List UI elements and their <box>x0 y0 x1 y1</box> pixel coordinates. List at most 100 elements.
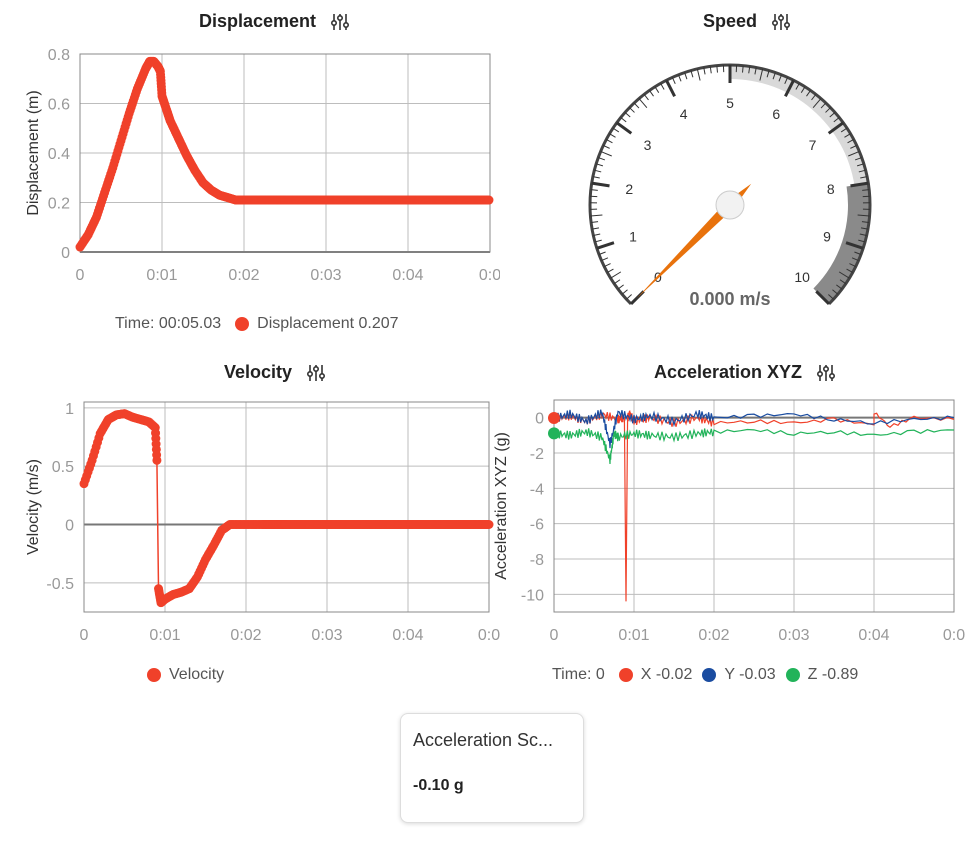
speed-tick <box>591 227 600 230</box>
displacement-title: Displacement <box>199 11 317 31</box>
speed-tick <box>812 98 822 108</box>
speed-tick <box>840 127 848 133</box>
speed-tick-label: 2 <box>625 181 633 197</box>
y-tick-label: 0.4 <box>48 146 70 163</box>
speed-tick <box>836 284 843 290</box>
speed-tick <box>601 257 609 262</box>
speed-tick <box>617 284 624 290</box>
speed-tick-label: 10 <box>794 269 810 285</box>
speed-tick <box>591 221 599 224</box>
velocity-settings-icon[interactable] <box>306 363 326 383</box>
velocity-point <box>484 520 494 529</box>
speed-tick <box>859 233 867 237</box>
speed-tick <box>590 214 603 217</box>
speed-tick <box>851 257 859 262</box>
speed-tick <box>600 150 612 157</box>
speed-tick <box>615 121 633 135</box>
speed-tick <box>654 86 660 93</box>
acceleration-x-marker <box>548 412 560 425</box>
displacement-legend-time: Time: 00:05.03 <box>115 315 222 332</box>
speed-tick <box>862 189 870 191</box>
speed-tick <box>742 65 744 73</box>
velocity-legend: Velocity <box>147 666 224 684</box>
speed-tick <box>591 181 610 188</box>
speed-tick <box>858 169 866 173</box>
x-tick-label: 0:01 <box>618 627 649 644</box>
velocity-legend-series: Velocity <box>169 666 225 683</box>
x-tick-label: 0 <box>80 627 89 644</box>
speed-tick <box>621 289 628 295</box>
acceleration-settings-icon[interactable] <box>816 363 836 383</box>
y-tick-label: 0.8 <box>48 47 70 64</box>
speed-tick-label: 3 <box>644 137 652 153</box>
speed-tick <box>845 241 864 250</box>
speed-tick-label: 6 <box>772 106 780 122</box>
speed-tick <box>684 72 688 80</box>
displacement-settings-icon[interactable] <box>330 12 350 32</box>
y-axis-label: Acceleration XYZ (g) <box>493 432 510 580</box>
speed-tick <box>716 65 718 73</box>
y-tick-label: 0.2 <box>48 196 70 213</box>
acceleration-legend-y-dot <box>702 668 717 682</box>
speed-tick <box>643 94 649 101</box>
speed-tick <box>624 112 631 118</box>
velocity-title: Velocity <box>224 362 293 382</box>
acceleration-scalar-card[interactable]: Acceleration Sc... -0.10 g <box>400 713 584 823</box>
card-title: Acceleration Sc... <box>413 730 554 750</box>
speed-band <box>813 183 870 304</box>
speed-tick-label: 7 <box>809 137 817 153</box>
x-tick-label: 0:02 <box>230 627 261 644</box>
speed-tick <box>829 112 836 118</box>
speed-settings-icon[interactable] <box>771 12 791 32</box>
speed-tick <box>772 72 776 80</box>
x-tick-label: 0:03 <box>310 267 341 284</box>
y-tick-label: -10 <box>521 587 544 604</box>
speed-tick <box>806 90 811 97</box>
y-tick-label: 0.6 <box>48 97 70 114</box>
speed-tick <box>849 263 856 268</box>
speed-tick <box>606 139 613 144</box>
velocity-legend-dot <box>147 668 161 682</box>
velocity-line <box>83 412 489 605</box>
speed-tick <box>833 117 840 123</box>
speed-tick <box>594 169 602 173</box>
x-tick-label: 0:04 <box>392 267 423 284</box>
speed-tick <box>594 239 602 243</box>
acceleration-series-y <box>553 409 955 449</box>
velocity-chart: 0 0:01 0:02 0:03 0:04 0:0 -0.5 0 0.5 1 Velocity (m… <box>25 401 500 644</box>
speed-tick <box>856 163 864 167</box>
speed-tick <box>677 74 682 82</box>
speed-tick <box>603 144 610 149</box>
speed-tick <box>850 181 869 188</box>
acceleration-legend-time: Time: 0 <box>552 666 605 683</box>
speed-tick <box>703 67 706 75</box>
speed-title: Speed <box>703 11 758 31</box>
y-axis-label: Velocity (m/s) <box>25 459 42 555</box>
speed-tick <box>590 189 598 191</box>
speed-tick-label: 5 <box>726 95 734 111</box>
displacement-title-group: Displacement <box>199 11 350 32</box>
acceleration-legend: Time: 0 X -0.02 Y -0.03 Z -0.89 <box>552 666 858 684</box>
speed-tick <box>839 279 847 285</box>
speed-tick <box>778 74 783 82</box>
acceleration-legend-x: X -0.02 <box>640 666 693 683</box>
speed-tick <box>638 98 648 108</box>
speed-tick <box>850 144 857 149</box>
speed-tick <box>759 68 764 81</box>
displacement-legend: Time: 00:05.03 Displacement 0.207 <box>115 315 399 333</box>
speed-tick-label: 1 <box>629 229 637 245</box>
speed-tick <box>811 94 817 101</box>
speed-tick <box>848 150 860 157</box>
acceleration-legend-z-dot <box>785 668 800 682</box>
speed-tick <box>620 117 627 123</box>
y-tick-label: 1 <box>65 401 74 418</box>
acceleration-legend-z: Z -0.89 <box>807 666 859 683</box>
velocity-title-group: Velocity <box>224 362 326 383</box>
speed-tick <box>838 271 850 279</box>
speed-tick-label: 9 <box>823 229 831 245</box>
speed-tick <box>696 68 701 81</box>
y-tick-label: -8 <box>530 552 544 569</box>
x-tick-label: 0:0 <box>943 627 965 644</box>
speed-tick <box>766 70 770 78</box>
y-tick-label: 0 <box>535 411 544 428</box>
